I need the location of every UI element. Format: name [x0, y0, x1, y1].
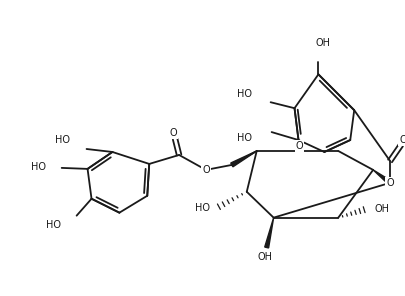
Text: HO: HO [31, 162, 46, 172]
Text: O: O [295, 141, 303, 151]
Text: HO: HO [236, 133, 251, 143]
Polygon shape [264, 218, 273, 248]
Polygon shape [372, 170, 390, 185]
Text: OH: OH [373, 204, 388, 214]
Text: O: O [398, 135, 405, 145]
Text: OH: OH [256, 252, 271, 263]
Text: O: O [202, 165, 209, 175]
Text: O: O [385, 178, 393, 188]
Text: O: O [169, 128, 177, 138]
Text: HO: HO [55, 135, 70, 145]
Text: HO: HO [46, 220, 60, 230]
Text: HO: HO [194, 203, 209, 213]
Text: HO: HO [236, 89, 251, 99]
Polygon shape [230, 151, 256, 167]
Text: OH: OH [315, 38, 330, 48]
